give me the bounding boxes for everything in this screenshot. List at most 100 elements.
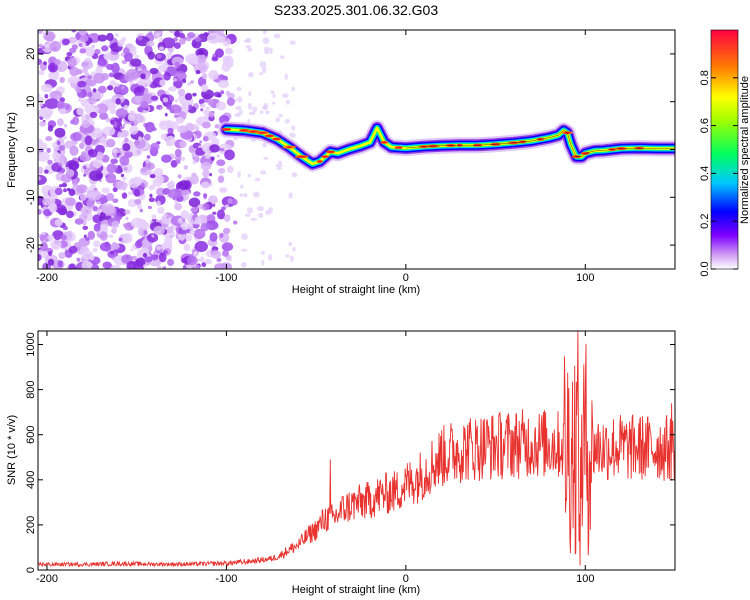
noise-speckle [264,50,270,55]
colorbar-tick-label: 0.4 [699,166,711,181]
noise-blob [189,229,195,236]
noise-blob [186,255,198,266]
x-tick-label: 0 [403,272,409,284]
noise-blob [61,174,72,183]
noise-blob [56,118,64,127]
noise-blob [217,175,225,183]
noise-blob [130,58,142,67]
noise-blob [141,222,150,230]
noise-blob [150,95,159,101]
noise-blob [177,174,182,179]
noise-blob [75,85,82,94]
noise-blob [218,167,226,174]
noise-blob [124,151,133,158]
noise-blob [219,232,224,238]
noise-blob [89,111,98,119]
noise-blob [202,169,210,178]
noise-blob [70,119,75,125]
noise-blob [57,66,63,71]
noise-blob [86,189,102,201]
noise-blob [56,94,61,100]
noise-blob [185,36,192,42]
noise-blob [86,262,93,268]
noise-blob [63,188,67,193]
noise-blob [165,135,176,147]
noise-blob [38,176,41,181]
noise-blob [162,266,167,269]
noise-blob [201,103,206,108]
noise-blob [207,98,214,106]
noise-blob [38,93,41,98]
noise-blob [194,241,208,253]
noise-speckle [281,93,289,98]
noise-speckle [289,40,296,45]
noise-blob [131,255,138,261]
snr-frame [37,330,676,571]
spectrogram-x-label: Height of straight line (km) [292,284,420,296]
noise-speckle [247,174,252,178]
noise-blob [151,234,155,238]
noise-blob [68,245,78,254]
snr-y-label: SNR (10 * v/v) [6,415,18,485]
y-tick-label: -20 [25,237,37,253]
noise-blob [67,57,77,68]
noise-blob [146,155,151,159]
noise-blob [109,79,117,87]
x-tick-label: 100 [576,573,594,585]
noise-blob [199,103,203,107]
noise-blob [219,187,228,194]
noise-blob [123,123,126,127]
noise-blob [130,248,134,252]
noise-blob [216,257,222,262]
noise-blob [92,88,97,93]
noise-blob [148,197,155,203]
noise-blob [167,127,174,135]
noise-blob [71,179,79,186]
noise-blob [123,223,127,228]
track-peak [320,155,330,158]
noise-blob [113,181,117,186]
noise-blob [111,264,121,269]
noise-blob [101,203,115,215]
noise-blob [183,165,189,170]
noise-blob [216,154,220,158]
noise-speckle [239,193,244,197]
noise-blob [108,234,114,238]
noise-blob [118,237,123,242]
noise-blob [81,250,94,260]
noise-blob [181,257,188,264]
noise-speckle [258,72,264,76]
noise-blob [107,250,119,259]
noise-speckle [269,47,273,54]
noise-blob [210,156,215,161]
noise-blob [233,220,238,225]
noise-blob [38,253,42,262]
noise-blob [45,136,53,142]
noise-blob [157,265,162,269]
x-tick-label: -200 [36,272,58,284]
noise-blob [184,92,193,101]
noise-blob [174,61,181,69]
noise-blob [203,193,208,198]
noise-blob [209,173,213,177]
noise-blob [97,85,107,94]
noise-blob [192,160,197,165]
noise-blob [91,44,95,48]
noise-blob [56,140,61,146]
noise-blob [103,52,112,60]
noise-blob [44,169,49,174]
track-peak [221,128,232,131]
noise-speckle [291,125,296,131]
noise-blob [113,117,119,122]
noise-blob [221,242,234,252]
snr-line [38,331,675,568]
colorbar-tick-label: 0.0 [699,261,711,276]
noise-blob [209,183,213,187]
noise-blob [156,245,162,251]
noise-blob [192,92,197,97]
noise-blob [193,191,201,197]
noise-blob [121,176,127,181]
snr-x-ticks: -200 -100 0 100 [36,331,594,585]
noise-blob [200,222,209,232]
spectrogram-x-ticks: -200 -100 0 100 [36,30,594,284]
